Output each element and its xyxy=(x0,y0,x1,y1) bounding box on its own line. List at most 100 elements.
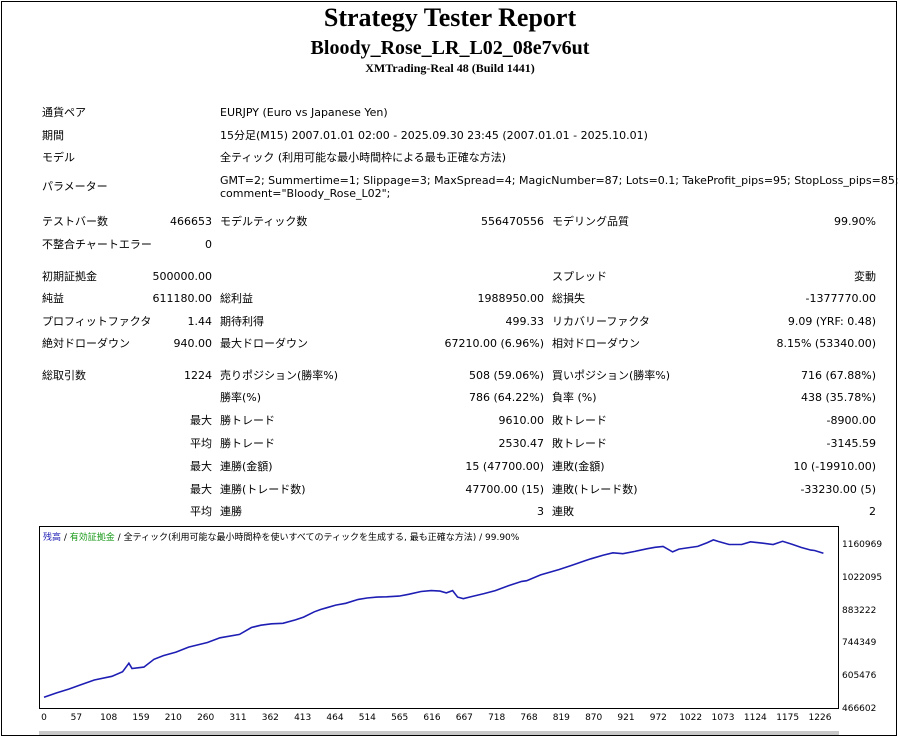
x-tick-label: 870 xyxy=(585,713,603,723)
recovery-label: リカバリーファクタ xyxy=(552,315,650,328)
period-value: 15分足(M15) 2007.01.01 02:00 - 2025.09.30 … xyxy=(220,129,648,142)
equity-chart xyxy=(39,526,839,709)
expected-value: 499.33 xyxy=(505,315,545,328)
max-word: 最大 xyxy=(190,414,212,427)
x-tick-label: 311 xyxy=(229,713,247,723)
x-tick-label: 616 xyxy=(423,713,441,723)
equity-chart-svg xyxy=(43,539,824,699)
avg-consec-loss-label: 連敗 xyxy=(552,505,574,518)
win-pct-value: 786 (64.22%) xyxy=(468,391,544,404)
max-consec-lossamt-value: -33230.00 (5) xyxy=(800,483,876,496)
abs-dd-value: 940.00 xyxy=(173,337,213,350)
x-tick-label: 1226 xyxy=(808,713,832,723)
mismatch-value: 0 xyxy=(205,238,212,251)
loss-pct-value: 438 (35.78%) xyxy=(800,391,876,404)
recovery-value: 9.09 (YRF: 0.48) xyxy=(787,315,876,328)
max-consec-win-value: 15 (47700.00) xyxy=(465,460,544,473)
model-value: 全ティック (利用可能な最小時間枠による最も正確な方法) xyxy=(220,151,507,164)
legend-equity: 有効証拠金 xyxy=(69,533,115,543)
x-tick-label: 819 xyxy=(552,713,570,723)
x-tick-label: 0 xyxy=(41,713,47,723)
max-consec-profit-value: 47700.00 (15) xyxy=(465,483,544,496)
rel-dd-label: 相対ドローダウン xyxy=(552,337,640,350)
avg-word: 平均 xyxy=(190,437,212,450)
net-label: 純益 xyxy=(42,292,64,305)
max-consec-loss-value: 10 (-19910.00) xyxy=(793,460,876,473)
x-tick-label: 565 xyxy=(391,713,409,723)
legend-balance: 残高 xyxy=(43,533,62,543)
x-tick-label: 362 xyxy=(261,713,279,723)
avg-consec-win-value: 3 xyxy=(537,505,544,518)
max-dd-value: 67210.00 (6.96%) xyxy=(444,337,544,350)
x-tick-label: 1175 xyxy=(776,713,800,723)
x-tick-label: 57 xyxy=(70,713,83,723)
max-consec-lossamt-label: 連敗(トレード数) xyxy=(552,483,638,496)
short-value: 508 (59.06%) xyxy=(468,369,544,382)
params-line1: GMT=2; Summertime=1; Slippage=3; MaxSpre… xyxy=(220,174,899,187)
max-win-label: 勝トレード xyxy=(220,414,275,427)
bars-value: 466653 xyxy=(170,215,212,228)
x-tick-label: 1124 xyxy=(743,713,767,723)
max-consec-profit-label: 連勝(トレード数) xyxy=(220,483,306,496)
trades-label: 総取引数 xyxy=(42,369,86,382)
max-word-3: 最大 xyxy=(190,483,212,496)
chart-legend: 残高 / 有効証拠金 / 全ティック(利用可能な最小時間枠を使いすべてのティック… xyxy=(43,530,519,543)
balance-line xyxy=(43,539,824,699)
x-tick-label: 718 xyxy=(488,713,506,723)
y-tick-label: 466602 xyxy=(842,704,877,714)
mismatch-label: 不整合チャートエラー xyxy=(42,238,152,251)
symbol-label: 通貨ペア xyxy=(42,106,86,119)
x-tick-label: 1073 xyxy=(711,713,735,723)
x-tick-label: 972 xyxy=(649,713,667,723)
x-tick-label: 159 xyxy=(132,713,150,723)
long-value: 716 (67.88%) xyxy=(800,369,876,382)
short-label: 売りポジション(勝率%) xyxy=(220,369,339,382)
max-consec-win-label: 連勝(金額) xyxy=(220,460,273,473)
spread-label: スプレッド xyxy=(552,270,607,283)
symbol-value: EURJPY (Euro vs Japanese Yen) xyxy=(220,106,388,119)
max-loss-value: -8900.00 xyxy=(826,414,876,427)
gross-loss-value: -1377770.00 xyxy=(805,292,876,305)
avg-win-value: 2530.47 xyxy=(498,437,545,450)
legend-model: 全ティック(利用可能な最小時間枠を使いすべてのティックを生成する, 最も正確な方… xyxy=(123,533,477,543)
pf-value: 1.44 xyxy=(187,315,213,328)
x-tick-label: 260 xyxy=(197,713,215,723)
report-title: Strategy Tester Report xyxy=(323,3,577,32)
x-tick-label: 514 xyxy=(358,713,376,723)
max-consec-loss-label: 連敗(金額) xyxy=(552,460,605,473)
bars-label: テストバー数 xyxy=(42,215,108,228)
max-dd-label: 最大ドローダウン xyxy=(220,337,308,350)
long-label: 買いポジション(勝率%) xyxy=(552,369,671,382)
ticks-label: モデルティック数 xyxy=(220,215,308,228)
avg-consec-loss-value: 2 xyxy=(869,505,876,518)
y-tick-label: 883222 xyxy=(842,605,877,616)
avg-loss-value: -3145.59 xyxy=(826,437,876,450)
loss-pct-label: 負率 (%) xyxy=(552,391,597,404)
avg-loss-label: 敗トレード xyxy=(552,437,607,450)
quality-value: 99.90% xyxy=(834,215,876,228)
abs-dd-label: 絶対ドローダウン xyxy=(42,337,130,350)
period-label: 期間 xyxy=(42,129,64,142)
params-label: パラメーター xyxy=(42,180,108,193)
model-label: モデル xyxy=(42,151,75,164)
y-tick-label: 605476 xyxy=(842,671,877,682)
x-tick-label: 768 xyxy=(520,713,538,723)
ea-name: Bloody_Rose_LR_L02_08e7v6ut xyxy=(310,37,590,59)
avg-word-2: 平均 xyxy=(190,505,212,518)
gross-profit-label: 総利益 xyxy=(220,292,253,305)
x-tick-label: 464 xyxy=(326,713,344,723)
max-loss-label: 敗トレード xyxy=(552,414,607,427)
legend-sep-3: / xyxy=(476,533,486,543)
deposit-value: 500000.00 xyxy=(152,270,213,283)
server-build: XMTrading-Real 48 (Build 1441) xyxy=(365,61,535,75)
scrollbar-strip[interactable] xyxy=(39,731,839,735)
quality-label: モデリング品質 xyxy=(552,215,629,228)
pf-label: プロフィットファクタ xyxy=(42,315,152,328)
y-tick-label: 744349 xyxy=(842,638,877,649)
x-tick-label: 1022 xyxy=(679,713,703,723)
y-tick-label: 1022095 xyxy=(842,572,883,583)
spread-value: 変動 xyxy=(854,270,876,283)
x-tick-label: 921 xyxy=(617,713,635,723)
gross-loss-label: 総損失 xyxy=(552,292,585,305)
